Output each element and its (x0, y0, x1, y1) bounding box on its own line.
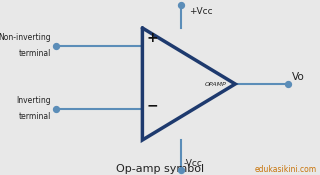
Point (178, 4, 183, 7)
Text: edukasikini.com: edukasikini.com (255, 165, 317, 174)
Text: OPAMP: OPAMP (205, 82, 227, 86)
Point (53, 108, 59, 111)
Point (285, 83, 291, 85)
Text: −: − (146, 98, 158, 112)
Text: -Vcc: -Vcc (184, 159, 203, 168)
Text: +Vcc: +Vcc (189, 7, 212, 16)
Text: Non-inverting: Non-inverting (0, 33, 51, 43)
Text: Inverting: Inverting (17, 96, 51, 106)
Point (53, 45, 59, 48)
Text: terminal: terminal (19, 112, 51, 121)
Text: +: + (146, 32, 158, 46)
Text: Op-amp symbol: Op-amp symbol (116, 164, 204, 174)
Text: terminal: terminal (19, 49, 51, 58)
Point (178, 168, 183, 171)
Text: Vo: Vo (292, 72, 305, 82)
